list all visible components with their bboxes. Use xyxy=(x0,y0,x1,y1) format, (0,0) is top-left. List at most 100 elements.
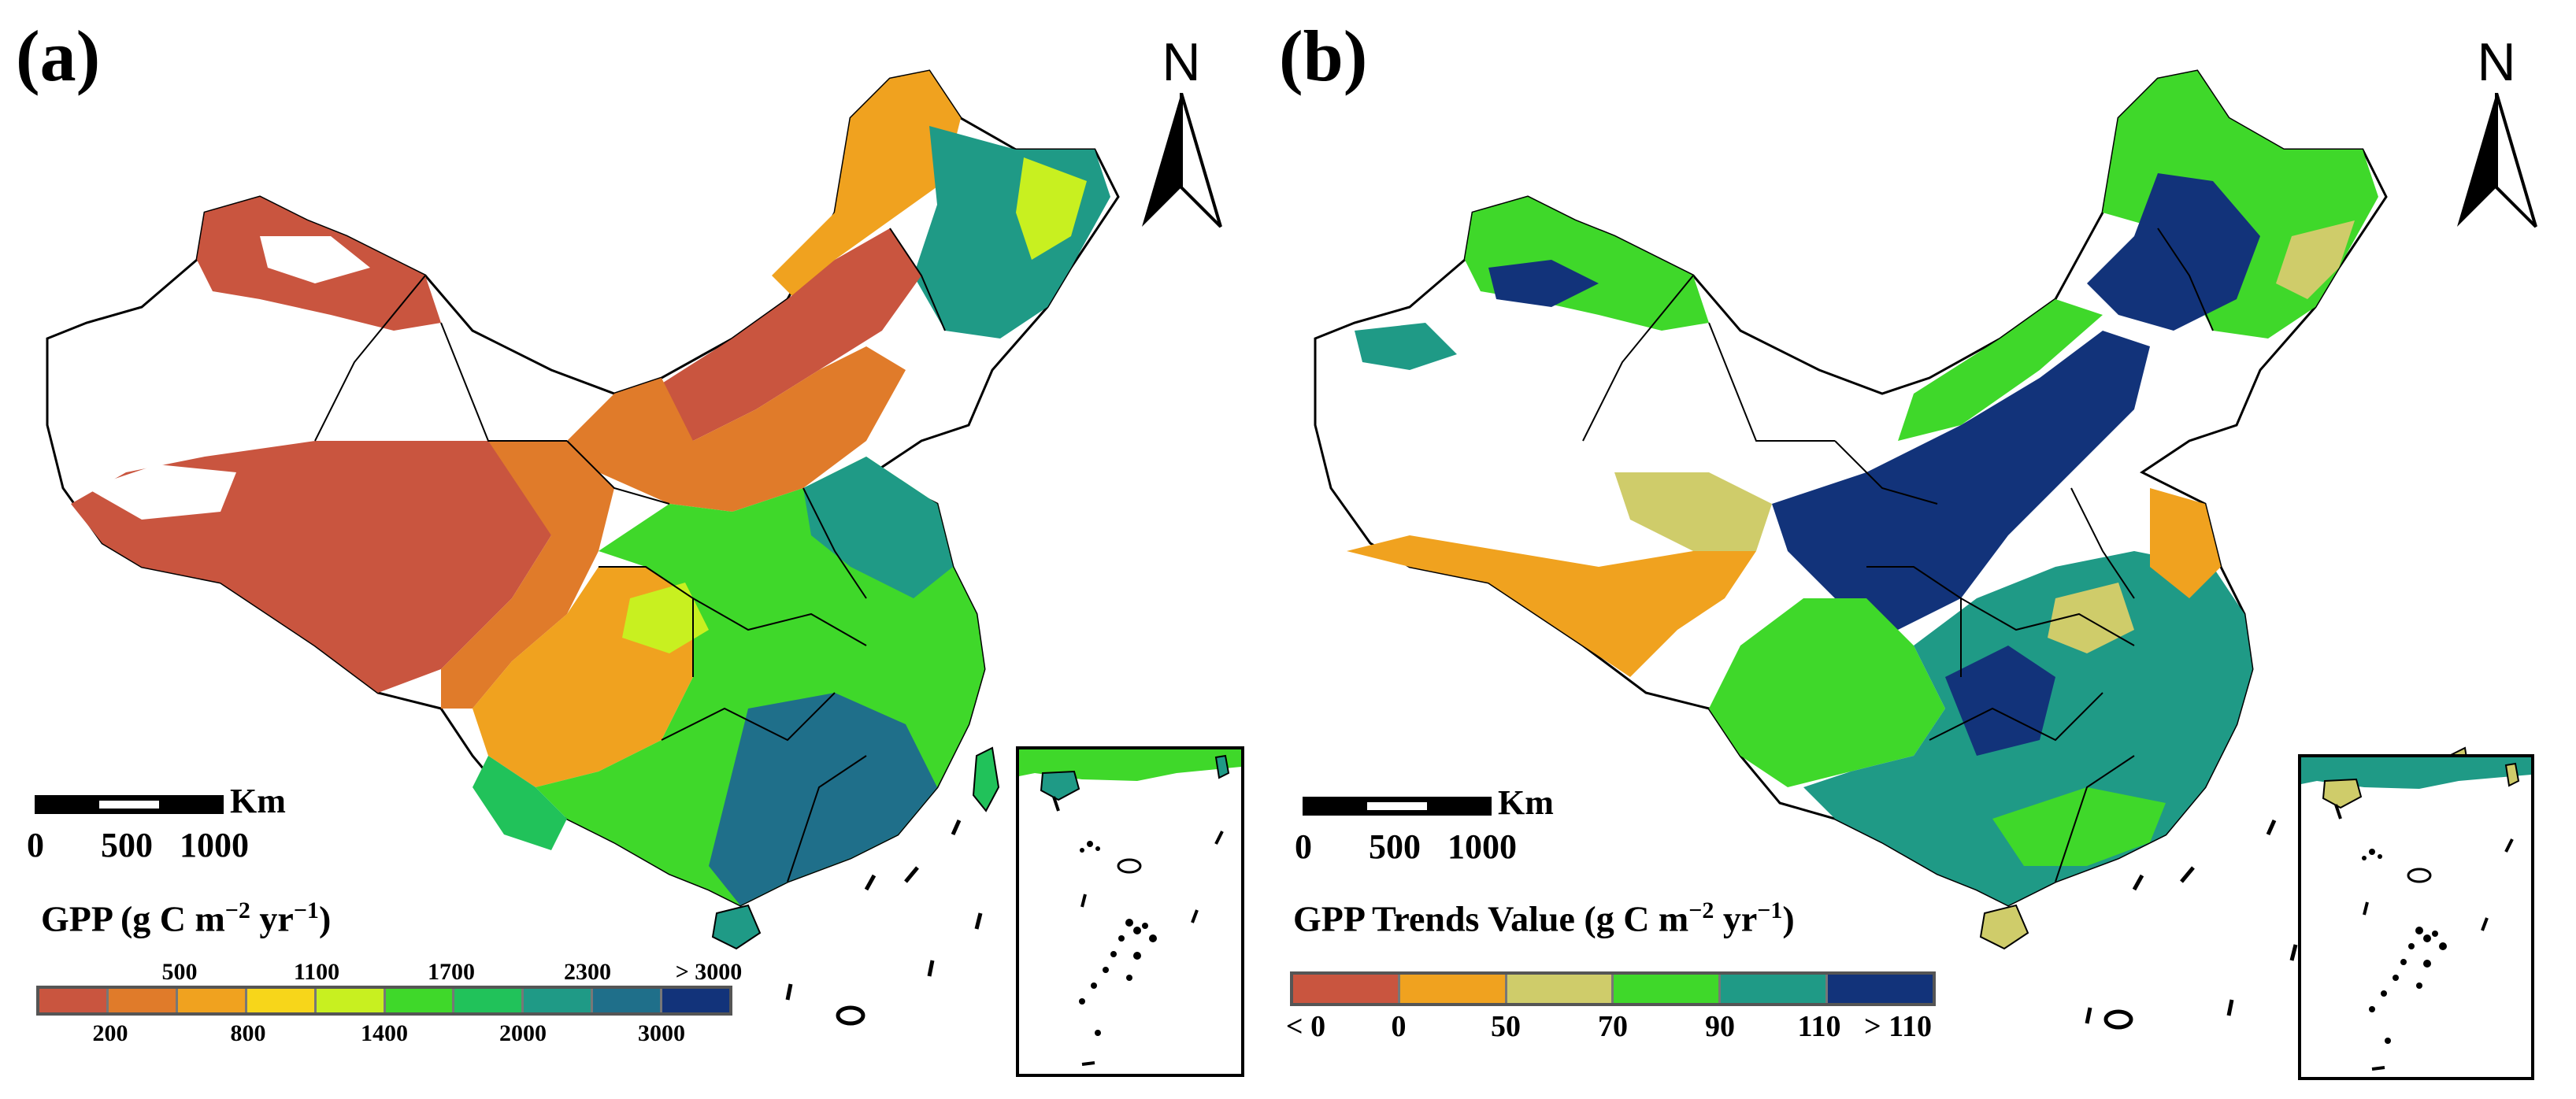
legend-title-sup2: −1 xyxy=(1757,897,1783,923)
legend-top-label: 2300 xyxy=(564,959,611,985)
scale-tick-0: 0 xyxy=(27,826,44,864)
legend-title: GPP Trends Value (g C m−2 yr−1) xyxy=(1293,897,1795,939)
legend-top-label: 1700 xyxy=(428,959,475,985)
region-yunnan xyxy=(473,756,567,850)
scale-tick-500: 500 xyxy=(101,826,153,864)
legend-swatch xyxy=(385,989,455,1012)
legend-title-main: GPP (g C m xyxy=(41,898,225,939)
north-arrow-icon xyxy=(2457,92,2537,228)
legend-swatch xyxy=(1828,975,1933,1003)
scale-bar-graphic xyxy=(1303,797,1492,816)
region-north-orange xyxy=(567,346,906,512)
legend-title-end: ) xyxy=(318,898,332,939)
north-arrow-icon xyxy=(1142,92,1222,228)
scale-bar xyxy=(35,794,224,821)
scale-bar-graphic xyxy=(35,795,224,814)
legend-swatch xyxy=(1614,975,1722,1003)
legend-swatch xyxy=(1399,975,1507,1003)
scale-tick-500: 500 xyxy=(1369,827,1421,866)
legend-label: < 0 xyxy=(1285,1010,1326,1043)
legend-top-label: 1100 xyxy=(293,959,340,985)
legend-title-sup1: −2 xyxy=(1688,897,1714,923)
region-northeast-yellow xyxy=(1016,157,1087,260)
region-east-orange xyxy=(2150,488,2221,598)
gpp-trends-map xyxy=(1314,69,2473,1030)
region-central-blue xyxy=(1945,646,2055,756)
island-hainan xyxy=(1979,904,2029,950)
region-northeast-khaki xyxy=(2276,220,2355,299)
scale-unit: Km xyxy=(230,782,286,820)
legend-swatch xyxy=(39,989,109,1012)
legend-title-end: ) xyxy=(1782,898,1795,939)
legend-swatch xyxy=(524,989,594,1012)
legend-colorbar xyxy=(36,986,732,1016)
region-yellow-patch xyxy=(622,583,709,653)
legend-title-mid: yr xyxy=(1714,898,1758,939)
legend-bottom-label: 3000 xyxy=(638,1020,685,1046)
legend-label: 0 xyxy=(1391,1010,1407,1043)
region-tibet-khaki xyxy=(1614,472,1772,551)
legend-top-label: > 3000 xyxy=(675,959,743,985)
panel-label: (b) xyxy=(1279,16,1368,96)
legend-title: GPP (g C m−2 yr−1) xyxy=(41,897,331,939)
legend-label: 50 xyxy=(1491,1010,1521,1043)
sea-dashes xyxy=(785,819,983,1026)
north-arrow: N xyxy=(1134,31,1229,239)
panel-b: (b) xyxy=(1268,0,2576,1099)
legend-swatch xyxy=(316,989,386,1012)
gpp-map xyxy=(46,69,1120,1026)
legend-title-sup1: −2 xyxy=(224,897,250,923)
region-xinjiang-teal xyxy=(1355,323,1457,370)
scale-tick-1000: 1000 xyxy=(1447,827,1517,866)
island-taiwan xyxy=(972,746,1000,812)
north-arrow: N xyxy=(2449,31,2544,239)
region-xinjiang-blue xyxy=(1488,260,1599,307)
region-qinghai xyxy=(441,441,614,709)
island-hainan xyxy=(711,904,762,950)
inset-map xyxy=(2301,757,2531,1071)
panel-label: (a) xyxy=(16,16,101,96)
legend-bottom-label: 200 xyxy=(92,1020,128,1046)
legend-bottom-label: 2000 xyxy=(499,1020,547,1046)
north-letter: N xyxy=(2477,32,2516,92)
legend-swatch xyxy=(1507,975,1614,1003)
region-khaki-patch xyxy=(2048,583,2134,653)
legend-label: 90 xyxy=(1705,1010,1735,1043)
legend-bottom-label: 1400 xyxy=(361,1020,408,1046)
inset-map xyxy=(1019,749,1241,1066)
legend-label: 110 xyxy=(1797,1010,1841,1043)
region-south-green xyxy=(1992,787,2166,866)
region-sichuan xyxy=(1709,598,1945,787)
sea-dashes xyxy=(2085,819,2298,1030)
panel-a: (a) xyxy=(0,0,1268,1099)
scale-bar xyxy=(1303,795,1492,823)
legend-swatch xyxy=(454,989,524,1012)
region-north-green xyxy=(1898,299,2103,441)
province-boundaries xyxy=(314,228,946,883)
legend-label: > 110 xyxy=(1863,1010,1933,1043)
legend-title-sup2: −1 xyxy=(293,897,319,923)
scale-tick-1000: 1000 xyxy=(180,826,249,864)
legend-swatch xyxy=(177,989,247,1012)
legend-top-label: 500 xyxy=(161,959,198,985)
legend-swatch xyxy=(1721,975,1829,1003)
scale-tick-0: 0 xyxy=(1295,827,1312,866)
region-tibet-white xyxy=(87,464,236,520)
region-northeast xyxy=(772,71,961,299)
legend-swatch xyxy=(662,989,730,1012)
legend-swatch xyxy=(108,989,178,1012)
region-tibet-orange xyxy=(1347,520,1756,677)
south-china-sea-inset xyxy=(2298,754,2534,1080)
legend-title-main: GPP Trends Value (g C m xyxy=(1293,898,1689,939)
legend-title-mid: yr xyxy=(250,898,294,939)
legend-bottom-label: 800 xyxy=(230,1020,266,1046)
north-letter: N xyxy=(1162,32,1201,92)
legend-swatch xyxy=(1293,975,1400,1003)
region-xinjiang-desert xyxy=(260,236,370,283)
region-south-teal xyxy=(709,693,937,905)
scale-unit: Km xyxy=(1498,783,1554,822)
region-north-blue xyxy=(1772,331,2150,630)
region-east-teal xyxy=(803,457,953,598)
legend-label: 70 xyxy=(1598,1010,1628,1043)
legend-swatch xyxy=(246,989,317,1012)
